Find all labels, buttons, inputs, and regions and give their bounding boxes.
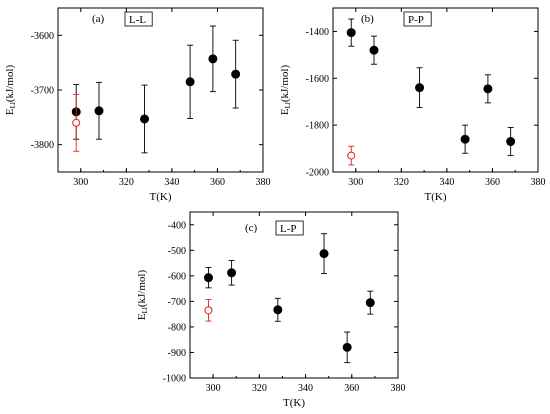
data-point [94, 106, 104, 116]
y-axis-title: ELl(kJ/mol) [279, 65, 292, 116]
x-axis-title: T(K) [425, 191, 447, 203]
y-tick-label: -3700 [31, 86, 54, 97]
y-axis-title: ELl(kJ/mol) [4, 65, 17, 116]
panel-a: 300 320 340 360 380 -3800 -3700 -3600 T(K) ELl(kJ… [4, 7, 271, 203]
panel-c: 300 320 340 360 380 -1000 -900 -800 -700 -600 -500… [136, 211, 406, 409]
data-point [227, 268, 237, 278]
x-tick-label: 300 [206, 383, 221, 394]
y-axis-title-unit: (kJ/mol) [136, 270, 148, 308]
x-tick-label: 340 [439, 177, 454, 188]
data-point [342, 342, 352, 352]
x-axis-title: T(K) [283, 397, 305, 409]
panel-label-box [275, 220, 304, 236]
panel-label-box [124, 11, 153, 27]
y-axis-title-sub: Ll [9, 102, 17, 108]
y-tick-label: -1800 [306, 121, 329, 132]
panel-label: (a) [92, 13, 105, 25]
data-point [140, 114, 150, 124]
panel-label-box [403, 11, 432, 27]
x-tick-label: 380 [391, 383, 406, 394]
x-tick-label: 380 [256, 177, 271, 188]
data-point [203, 273, 213, 283]
plot-frame [189, 211, 399, 379]
y-axis-title-sub: Ll [141, 307, 149, 313]
data-point-open [347, 151, 356, 160]
x-tick-label: 360 [485, 177, 500, 188]
data-point [208, 54, 218, 64]
y-tick-label: -1400 [306, 27, 329, 38]
y-axis-title-unit: (kJ/mol) [279, 65, 291, 103]
panel-boxed-label: L-L [129, 14, 146, 26]
y-axis-title-unit: (kJ/mol) [4, 65, 16, 103]
y-axis-title: ELl(kJ/mol) [136, 270, 149, 321]
x-tick-label: 320 [252, 383, 267, 394]
data-point [231, 69, 241, 79]
plot-frame [332, 7, 539, 173]
y-tick-label: -3800 [31, 140, 54, 151]
data-point [506, 137, 516, 147]
x-tick-label: 300 [73, 177, 88, 188]
y-axis-title-main: E [4, 108, 16, 115]
y-tick-label: -700 [168, 297, 186, 308]
y-tick-label: -800 [168, 322, 186, 333]
plot-frame [57, 7, 264, 173]
panel-boxed-label: P-P [408, 14, 424, 26]
data-point [483, 84, 493, 94]
y-tick-label: -1600 [306, 74, 329, 85]
y-tick-label: -1000 [163, 374, 186, 385]
y-axis-title-main: E [279, 108, 291, 115]
y-axis-title-main: E [136, 313, 148, 320]
x-tick-label: 360 [344, 383, 359, 394]
x-tick-label: 380 [531, 177, 546, 188]
data-point-open [204, 306, 213, 315]
panel-boxed-label: L-P [280, 223, 297, 235]
data-point [273, 305, 283, 315]
data-point [369, 45, 379, 55]
x-tick-label: 300 [348, 177, 363, 188]
y-tick-label: -400 [168, 220, 186, 231]
panel-label: (b) [361, 13, 374, 25]
x-tick-label: 360 [210, 177, 225, 188]
data-point [346, 28, 356, 38]
x-tick-label: 320 [119, 177, 134, 188]
data-point [319, 249, 329, 259]
y-tick-label: -900 [168, 348, 186, 359]
y-tick-label: -600 [168, 271, 186, 282]
data-point-open [72, 118, 81, 127]
panel-label: (c) [245, 222, 258, 234]
data-point [365, 298, 375, 308]
data-point [460, 134, 470, 144]
x-tick-label: 320 [394, 177, 409, 188]
y-tick-label: -3600 [31, 31, 54, 42]
x-tick-label: 340 [298, 383, 313, 394]
y-tick-label: -2000 [306, 168, 329, 179]
panel-b: 300 320 340 360 380 -2000 -1800 -1600 -1400 T(K) E… [279, 7, 546, 203]
y-tick-label: -500 [168, 246, 186, 257]
y-axis-title-sub: Ll [284, 102, 292, 108]
data-point [415, 83, 425, 93]
x-tick-label: 340 [164, 177, 179, 188]
x-axis-title: T(K) [150, 191, 172, 203]
data-point [185, 77, 195, 87]
